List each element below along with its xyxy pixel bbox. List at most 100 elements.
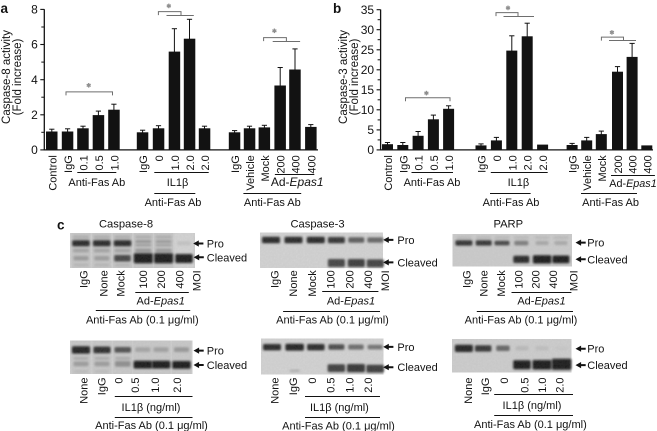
svg-text:Pro: Pro	[397, 235, 414, 247]
svg-text:0.1: 0.1	[414, 155, 426, 170]
svg-text:c: c	[57, 218, 65, 233]
svg-text:Anti-Fas Ab: Anti-Fas Ab	[244, 197, 301, 209]
svg-text:0.5: 0.5	[326, 378, 338, 393]
svg-text:0: 0	[499, 377, 511, 383]
svg-text:Ad-Epas1: Ad-Epas1	[271, 175, 324, 189]
svg-text:8: 8	[31, 3, 38, 17]
svg-text:Vehicle: Vehicle	[582, 155, 594, 190]
svg-text:Pro: Pro	[587, 238, 604, 250]
svg-text:20: 20	[361, 63, 375, 77]
svg-text:IL1β (ng/ml): IL1β (ng/ml)	[122, 402, 181, 414]
svg-text:1.0: 1.0	[507, 155, 519, 170]
svg-text:2.0: 2.0	[185, 155, 197, 170]
svg-text:Anti-Fas Ab (0.1 μg/ml): Anti-Fas Ab (0.1 μg/ml)	[86, 315, 199, 327]
svg-text:6: 6	[31, 38, 38, 52]
svg-text:200: 200	[531, 270, 543, 288]
svg-text:4: 4	[31, 73, 38, 87]
svg-text:None: None	[463, 378, 475, 404]
svg-text:IL1β: IL1β	[167, 177, 189, 189]
svg-text:Cleaved: Cleaved	[207, 360, 247, 372]
svg-text:None: None	[269, 378, 281, 404]
svg-text:2.0: 2.0	[363, 378, 375, 393]
svg-text:Pro: Pro	[587, 344, 604, 356]
svg-text:Ad-Epas1: Ad-Epas1	[517, 295, 565, 307]
svg-text:200: 200	[344, 270, 356, 288]
svg-text:IgG: IgG	[79, 270, 91, 288]
svg-text:Anti-Fas Ab: Anti-Fas Ab	[68, 177, 125, 189]
svg-text:2.0: 2.0	[200, 155, 212, 170]
svg-text:None: None	[79, 378, 91, 404]
svg-text:MOI: MOI	[569, 270, 581, 291]
svg-text:Cleaved: Cleaved	[587, 360, 627, 372]
svg-text:None: None	[288, 270, 300, 296]
svg-text:IgG: IgG	[288, 378, 300, 396]
svg-text:Cleaved: Cleaved	[207, 252, 247, 264]
svg-text:400: 400	[291, 155, 303, 173]
svg-text:None: None	[98, 270, 110, 296]
svg-text:400: 400	[642, 155, 654, 173]
svg-text:100: 100	[138, 270, 150, 288]
svg-text:Control: Control	[383, 155, 395, 190]
svg-text:Mock: Mock	[260, 155, 272, 182]
svg-text:1.0: 1.0	[109, 155, 121, 170]
svg-text:25: 25	[361, 43, 375, 57]
svg-text:IgG: IgG	[568, 155, 580, 173]
svg-text:Mock: Mock	[597, 155, 609, 182]
svg-text:400: 400	[174, 270, 186, 288]
svg-text:2.0: 2.0	[523, 155, 535, 170]
svg-text:Vehicle: Vehicle	[245, 155, 257, 190]
svg-text:400: 400	[628, 155, 640, 173]
svg-text:IL1β (ng/ml): IL1β (ng/ml)	[310, 402, 369, 414]
svg-text:IgG: IgG	[398, 155, 410, 173]
svg-text:0: 0	[367, 143, 374, 157]
svg-text:Caspase-8 activity: Caspase-8 activity	[1, 30, 13, 124]
svg-text:Anti-Fas Ab (0.1 μg/ml): Anti-Fas Ab (0.1 μg/ml)	[276, 315, 389, 327]
svg-text:0: 0	[307, 378, 319, 384]
svg-text:Anti-Fas Ab: Anti-Fas Ab	[483, 197, 540, 209]
svg-text:15: 15	[361, 83, 375, 97]
svg-text:IgG: IgG	[97, 378, 109, 396]
svg-text:Caspase-8: Caspase-8	[99, 218, 153, 230]
svg-text:Control: Control	[47, 155, 59, 190]
svg-text:(Fold increase): (Fold increase)	[349, 38, 361, 115]
svg-text:Anti-Fas Ab (0.1 μg/ml): Anti-Fas Ab (0.1 μg/ml)	[465, 315, 578, 327]
svg-text:0.5: 0.5	[429, 155, 441, 170]
svg-text:Ad-Epas1: Ad-Epas1	[609, 178, 656, 190]
svg-text:Cleaved: Cleaved	[397, 362, 437, 374]
svg-text:30: 30	[361, 23, 375, 37]
svg-text:IgG: IgG	[480, 378, 492, 396]
svg-text:0: 0	[492, 155, 504, 161]
svg-text:Mock: Mock	[307, 270, 319, 297]
svg-text:100: 100	[513, 270, 525, 288]
svg-text:Ad-Epas1: Ad-Epas1	[137, 295, 185, 307]
svg-text:a: a	[1, 1, 9, 16]
svg-text:2.0: 2.0	[554, 378, 566, 393]
svg-text:35: 35	[361, 3, 375, 17]
svg-text:Cleaved: Cleaved	[587, 254, 627, 266]
svg-text:Caspase-3: Caspase-3	[290, 218, 344, 230]
svg-text:0: 0	[31, 143, 38, 157]
svg-text:Anti-Fas Ab (0.1 μg/ml): Anti-Fas Ab (0.1 μg/ml)	[474, 419, 587, 431]
svg-text:PARP: PARP	[493, 218, 523, 230]
svg-text:Pro: Pro	[397, 342, 414, 354]
svg-text:b: b	[333, 1, 341, 16]
svg-text:1.0: 1.0	[444, 155, 456, 170]
svg-text:Anti-Fas Ab: Anti-Fas Ab	[404, 177, 461, 189]
svg-text:1.0: 1.0	[170, 155, 182, 170]
svg-text:Mock: Mock	[115, 270, 127, 297]
svg-text:5: 5	[367, 123, 374, 137]
svg-text:1.0: 1.0	[537, 378, 549, 393]
svg-text:0.5: 0.5	[520, 378, 532, 393]
svg-text:200: 200	[276, 155, 288, 173]
svg-text:200: 200	[613, 155, 625, 173]
svg-text:Anti-Fas Ab: Anti-Fas Ab	[582, 197, 639, 209]
svg-text:0: 0	[114, 378, 126, 384]
svg-text:IgG: IgG	[269, 270, 281, 288]
svg-text:IgG: IgG	[230, 155, 242, 173]
svg-text:Cleaved: Cleaved	[397, 257, 437, 269]
svg-text:None: None	[479, 270, 491, 296]
svg-text:400: 400	[363, 270, 375, 288]
svg-text:0.1: 0.1	[79, 155, 91, 170]
svg-text:Anti-Fas Ab (0.1 μg/ml): Anti-Fas Ab (0.1 μg/ml)	[282, 421, 395, 431]
svg-text:2: 2	[31, 108, 38, 122]
